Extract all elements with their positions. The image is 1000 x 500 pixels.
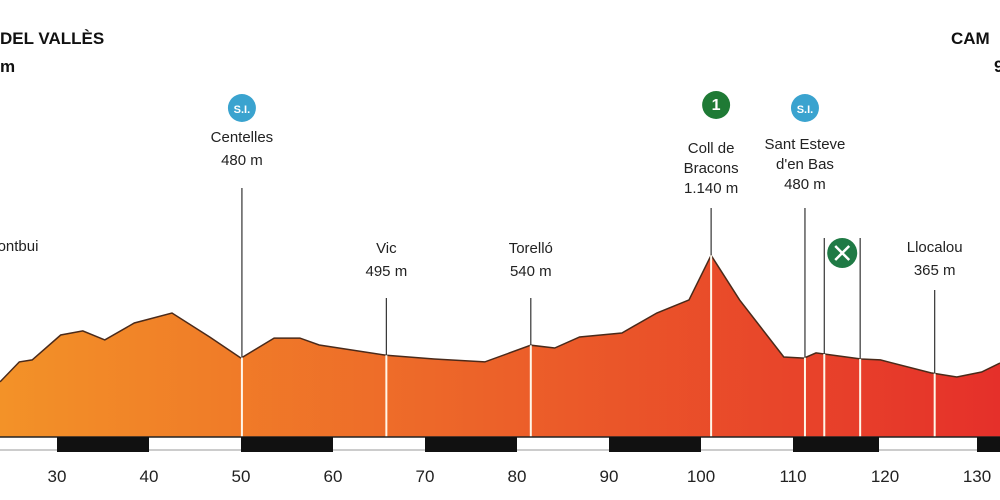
profile-point-coll-de-bracons: Coll de Bracons 1.140 m 1 [684,91,739,437]
x-tick-label: 60 [324,467,343,486]
km-bar-segment [609,437,701,452]
x-tick-label: 120 [871,467,899,486]
km-bar-segment [977,437,1000,452]
x-tick-label: 110 [779,467,806,486]
profile-point-centelles: Centelles 480 m S.I. [211,94,274,437]
finish-town-altitude: 9 [994,57,1000,76]
sprint-icon: S.I. [227,94,256,122]
profile-point-llocalou: Llocalou 365 m [907,239,963,437]
sprint-icon: S.I. [790,94,819,122]
x-tick-label: 50 [232,467,251,486]
elevation-area [0,255,1000,437]
point-name-line: Bracons [684,160,739,177]
point-elevation: 540 m [510,263,552,280]
point-name-line: Sant Esteve [765,136,846,153]
profile-point-torell-: Torelló 540 m [509,240,553,437]
point-elevation: 365 m [914,262,956,279]
point-name: Vic [376,240,397,257]
icon-text: 1 [712,97,721,114]
feed-zone [823,238,862,437]
mountain-category-icon: 1 [702,91,731,119]
start-town-altitude: m [0,57,15,76]
fork-knife-icon [834,245,851,261]
icon-badge [702,91,731,119]
point-name: Llocalou [907,239,963,256]
km-bar-segment [57,437,149,452]
x-tick-label: 90 [600,467,619,486]
x-tick-label: 100 [687,467,715,486]
point-name-line: Coll de [688,140,735,157]
icon-text: S.I. [797,104,814,116]
finish-town-title: CAM [951,29,990,48]
km-bar-segment [793,437,879,452]
point-elevation: 495 m [366,263,408,280]
partial-place-label: ontbui [0,238,38,255]
start-town-title: DEL VALLÈS [0,29,104,48]
x-tick-label: 30 [48,467,67,486]
point-name: Centelles [211,129,274,146]
x-tick-label: 40 [140,467,159,486]
point-name-line: d'en Bas [776,156,834,173]
icon-badge [790,94,819,122]
profile-point-sant-esteve-d-en-bas: Sant Esteve d'en Bas 480 m S.I. [765,94,846,437]
point-elevation: 480 m [221,152,263,169]
x-tick-label: 70 [416,467,435,486]
point-elevation: 480 m [784,176,826,193]
feed-zone-icon [827,238,858,268]
icon-text: S.I. [234,104,251,116]
point-elevation: 1.140 m [684,180,738,197]
point-name: Torelló [509,240,553,257]
profile-point-vic: Vic 495 m [366,240,408,437]
km-bar-segment [241,437,333,452]
icon-badge [227,94,256,122]
x-tick-label: 80 [508,467,527,486]
x-tick-label: 130 [963,467,991,486]
km-bar-segment [425,437,517,452]
